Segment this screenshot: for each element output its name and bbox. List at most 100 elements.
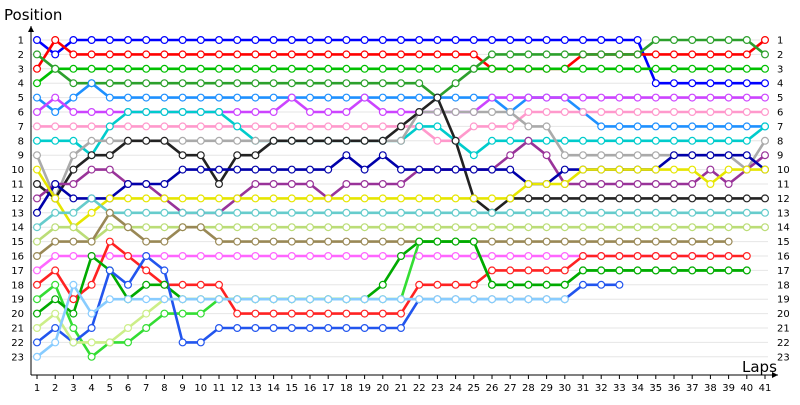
data-point	[105, 266, 114, 275]
data-point	[578, 50, 587, 59]
data-point	[760, 79, 769, 88]
data-point	[378, 237, 387, 246]
data-point	[123, 79, 132, 88]
data-point	[506, 194, 515, 203]
data-point	[160, 180, 169, 189]
data-point	[742, 252, 751, 261]
data-point	[196, 338, 205, 347]
data-point	[433, 208, 442, 217]
data-point	[69, 165, 78, 174]
data-point	[688, 208, 697, 217]
data-point	[215, 237, 224, 246]
data-point	[87, 280, 96, 289]
data-point	[360, 93, 369, 102]
data-point	[233, 93, 242, 102]
y-tick-label-right: 4	[777, 79, 783, 90]
data-point	[251, 50, 260, 59]
data-point	[669, 252, 678, 261]
data-point	[524, 266, 533, 275]
x-tick-label: 8	[161, 383, 167, 394]
data-point	[760, 93, 769, 102]
data-point	[142, 64, 151, 73]
data-point	[669, 237, 678, 246]
y-tick-label-right: 17	[777, 266, 790, 277]
data-point	[196, 295, 205, 304]
data-point	[724, 165, 733, 174]
data-point	[123, 252, 132, 261]
data-point	[597, 35, 606, 44]
data-point	[233, 151, 242, 160]
data-point	[69, 223, 78, 232]
data-point	[397, 107, 406, 116]
data-point	[615, 237, 624, 246]
data-point	[688, 35, 697, 44]
data-point	[324, 50, 333, 59]
data-point	[233, 252, 242, 261]
data-point	[378, 309, 387, 318]
data-point	[215, 79, 224, 88]
data-point	[597, 50, 606, 59]
data-point	[69, 93, 78, 102]
data-point	[215, 180, 224, 189]
data-point	[451, 194, 460, 203]
data-point	[360, 252, 369, 261]
data-point	[560, 93, 569, 102]
data-point	[32, 237, 41, 246]
data-point	[196, 93, 205, 102]
data-point	[105, 35, 114, 44]
data-point	[506, 223, 515, 232]
data-point	[324, 237, 333, 246]
x-tick-label: 17	[322, 383, 335, 394]
y-tick-label-right: 21	[777, 324, 790, 335]
data-point	[306, 136, 315, 145]
y-tick-label-right: 7	[777, 122, 783, 133]
data-point	[578, 223, 587, 232]
data-point	[360, 79, 369, 88]
x-tick-label: 18	[340, 383, 353, 394]
data-point	[397, 50, 406, 59]
data-point	[87, 50, 96, 59]
data-point	[469, 295, 478, 304]
data-point	[706, 151, 715, 160]
data-point	[287, 252, 296, 261]
data-point	[251, 93, 260, 102]
x-tick-label: 3	[70, 383, 76, 394]
series-markers-23	[32, 280, 569, 361]
data-point	[215, 223, 224, 232]
data-point	[287, 295, 296, 304]
data-point	[123, 338, 132, 347]
data-point	[651, 223, 660, 232]
data-point	[287, 223, 296, 232]
series-markers-18	[32, 237, 751, 318]
data-point	[688, 237, 697, 246]
data-point	[251, 295, 260, 304]
y-tick-label-right: 22	[777, 338, 790, 349]
data-point	[142, 194, 151, 203]
x-tick-label: 19	[358, 383, 371, 394]
data-point	[742, 266, 751, 275]
y-tick-label-right: 14	[777, 223, 790, 234]
data-point	[306, 93, 315, 102]
data-point	[233, 237, 242, 246]
data-point	[69, 208, 78, 217]
data-point	[342, 107, 351, 116]
data-point	[287, 35, 296, 44]
data-point	[469, 237, 478, 246]
data-point	[506, 280, 515, 289]
data-point	[69, 324, 78, 333]
data-point	[269, 79, 278, 88]
data-point	[560, 180, 569, 189]
data-point	[123, 295, 132, 304]
data-point	[742, 35, 751, 44]
data-point	[306, 50, 315, 59]
data-point	[32, 35, 41, 44]
data-point	[451, 237, 460, 246]
data-point	[451, 35, 460, 44]
data-point	[688, 93, 697, 102]
data-point	[105, 208, 114, 217]
data-point	[469, 208, 478, 217]
x-axis-arrow	[772, 372, 778, 378]
data-point	[524, 280, 533, 289]
data-point	[178, 122, 187, 131]
x-tick-label: 12	[231, 383, 244, 394]
